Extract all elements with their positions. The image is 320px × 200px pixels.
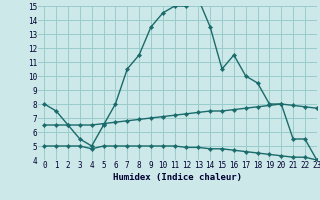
X-axis label: Humidex (Indice chaleur): Humidex (Indice chaleur)	[113, 173, 242, 182]
